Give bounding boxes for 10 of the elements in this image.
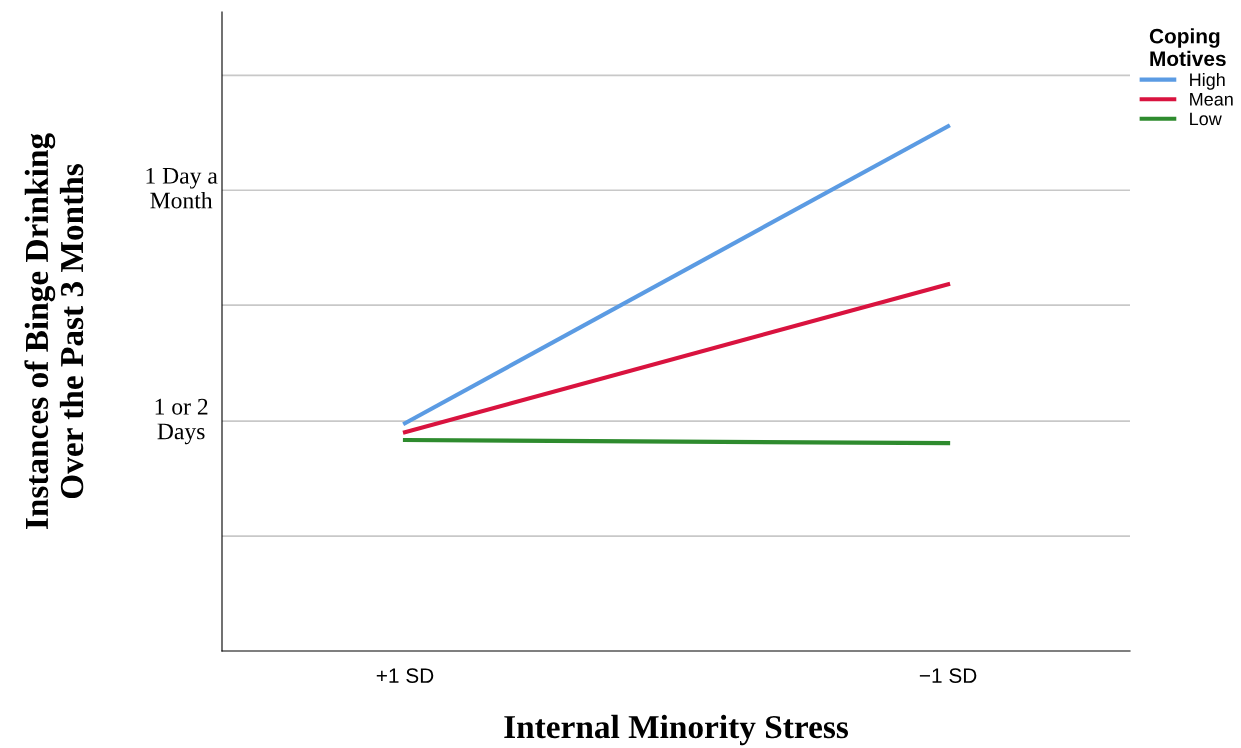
x-tick-label: −1 SD: [919, 668, 977, 683]
legend-label: Mean: [1190, 93, 1233, 106]
x-axis-title: Internal Minority Stress: [504, 714, 849, 746]
x-tick-label: +1 SD: [376, 668, 434, 683]
y-axis-title: Instances of Binge Drinking Over the Past 3 Months: [24, 133, 84, 530]
legend-label: Low: [1190, 112, 1222, 126]
ref-line-label: 1 Day a Month: [146, 167, 218, 209]
ref-line-label: 1 or 2 Days: [155, 398, 208, 445]
legend-title: Coping Motives: [1149, 28, 1226, 67]
legend-label: High: [1190, 72, 1225, 90]
